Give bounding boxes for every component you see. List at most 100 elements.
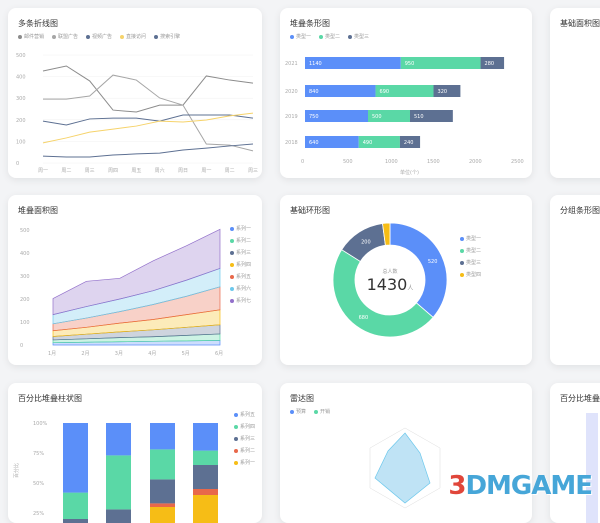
series-line — [42, 114, 254, 126]
bar-segment — [63, 423, 88, 493]
x-tick-label: 2500 — [511, 159, 524, 165]
legend-item[interactable]: 类型三 — [348, 33, 369, 40]
card-title: 堆叠条形图 — [290, 19, 330, 28]
card-title: 堆叠面积图 — [18, 206, 58, 215]
data-label: 490 — [363, 140, 373, 146]
card-title: 分组条形图 — [560, 206, 600, 215]
legend-item[interactable]: 类型一 — [290, 33, 311, 40]
legend-item[interactable]: 直接访问 — [120, 33, 146, 40]
legend-item[interactable]: 类型三 — [460, 259, 481, 266]
legend-item[interactable]: 系列五 — [234, 411, 255, 418]
legend-swatch — [230, 298, 234, 303]
stacked-area-chart: 0 100 200 300 400 500 1月 2月 3月 4月 5月 6月 — [20, 228, 223, 357]
x-tick-label: 2000 — [469, 159, 482, 165]
x-tick-label: 2月 — [81, 351, 89, 357]
y-tick-label: 50% — [33, 481, 44, 487]
y-tick-label: 100% — [33, 421, 48, 427]
y-tick-label: 2018 — [285, 140, 298, 146]
legend-label: 系列二 — [236, 238, 252, 244]
legend-swatch — [230, 250, 234, 255]
legend-item[interactable]: 系列三 — [234, 435, 255, 442]
legend-swatch — [348, 34, 353, 39]
series-line — [42, 65, 254, 113]
legend-label: 系列五 — [240, 412, 256, 418]
y-tick-label: 300 — [20, 274, 30, 280]
legend-label: 类型三 — [466, 260, 482, 266]
legend-label: 视频广告 — [92, 34, 113, 40]
bar-segment — [433, 85, 461, 97]
bar-segment — [305, 110, 368, 122]
chart-legend: 邮件营销 联盟广告 视频广告 直接访问 搜索引擎 — [18, 33, 180, 40]
legend-item[interactable]: 系列一 — [234, 459, 255, 466]
card-title: 基础面积图 — [560, 19, 600, 28]
x-tick-label: 1000 — [385, 159, 398, 165]
legend-swatch — [460, 260, 464, 265]
legend-item[interactable]: 系列五 — [230, 273, 251, 280]
legend-item[interactable]: 系列六 — [230, 285, 251, 292]
card-title: 雷达图 — [290, 394, 314, 403]
chart-legend: 类型一 类型二 类型三 — [290, 33, 369, 40]
radar-chart — [369, 427, 441, 509]
legend-label: 系列三 — [240, 436, 256, 442]
legend-item[interactable]: 视频广告 — [86, 33, 112, 40]
x-tick-label: 1月 — [48, 351, 56, 357]
legend-item[interactable]: 类型四 — [460, 271, 481, 278]
bar-segment — [63, 492, 88, 519]
legend-label: 系列三 — [236, 250, 252, 256]
data-label: 690 — [380, 89, 390, 95]
legend-swatch — [234, 424, 238, 429]
y-tick-label: 100 — [20, 320, 30, 326]
legend-item[interactable]: 系列一 — [230, 225, 251, 232]
legend-item[interactable]: 类型二 — [319, 33, 340, 40]
legend-label: 系列二 — [240, 448, 256, 454]
bar-segment — [410, 110, 453, 122]
donut-card: 基础环形图 类型一 类型二 类型三 类型四 520 680 200 总人数 1430人 — [280, 195, 532, 365]
y-tick-label: 0 — [16, 161, 19, 167]
card-title: 基础环形图 — [290, 206, 330, 215]
bar-segment — [399, 136, 421, 148]
legend-item[interactable]: 系列四 — [230, 261, 251, 268]
series-line — [43, 74, 254, 152]
data-label: 510 — [414, 114, 424, 120]
x-tick-label: 0 — [301, 159, 304, 165]
legend-item[interactable]: 联盟广告 — [52, 33, 78, 40]
legend-item[interactable]: 系列七 — [230, 297, 251, 304]
legend-item[interactable]: 类型一 — [460, 235, 481, 242]
y-tick-label: 25% — [33, 511, 44, 517]
legend-item[interactable]: 类型二 — [460, 247, 481, 254]
legend-swatch — [230, 262, 234, 267]
data-label: 950 — [405, 61, 415, 67]
legend-item[interactable]: 系列四 — [234, 423, 255, 430]
card-title: 多条折线图 — [18, 19, 58, 28]
donut-chart: 520 680 200 — [332, 222, 448, 338]
bar-segment — [150, 479, 175, 504]
x-tick-label: 周六 — [155, 167, 165, 174]
center-label: 总人数 — [382, 269, 398, 275]
legend-item[interactable]: 搜索引擎 — [154, 33, 180, 40]
bar-segment — [150, 423, 175, 450]
legend-label: 预算 — [296, 409, 307, 415]
legend-label: 系列一 — [236, 226, 252, 232]
legend-item[interactable]: 系列二 — [230, 237, 251, 244]
stacked-area-card: 堆叠面积图 系列一 系列二 系列三 系列四 系列五 系列六 系列七 0 100 200 300 40… — [8, 195, 262, 365]
bar-segment — [368, 110, 410, 122]
legend-swatch — [234, 460, 238, 465]
y-tick-label: 100 — [16, 139, 26, 145]
legend-item[interactable]: 系列三 — [230, 249, 251, 256]
data-label: 500 — [372, 114, 382, 120]
legend-swatch — [154, 34, 159, 39]
legend-label: 系列六 — [236, 286, 252, 292]
slice-label: 680 — [359, 315, 369, 321]
legend-swatch — [290, 34, 294, 39]
y-tick-label: 2019 — [285, 114, 298, 120]
legend-swatch — [230, 226, 234, 231]
legend-item[interactable]: 邮件营销 — [18, 33, 44, 40]
y-tick-label: 2021 — [285, 61, 298, 67]
y-tick-label: 400 — [16, 75, 26, 81]
x-tick-label: 6月 — [215, 351, 223, 357]
legend-swatch — [460, 272, 464, 277]
x-tick-label: 3月 — [115, 351, 123, 357]
legend-swatch — [86, 34, 91, 39]
legend-label: 系列四 — [236, 262, 252, 268]
legend-item[interactable]: 系列二 — [234, 447, 255, 454]
